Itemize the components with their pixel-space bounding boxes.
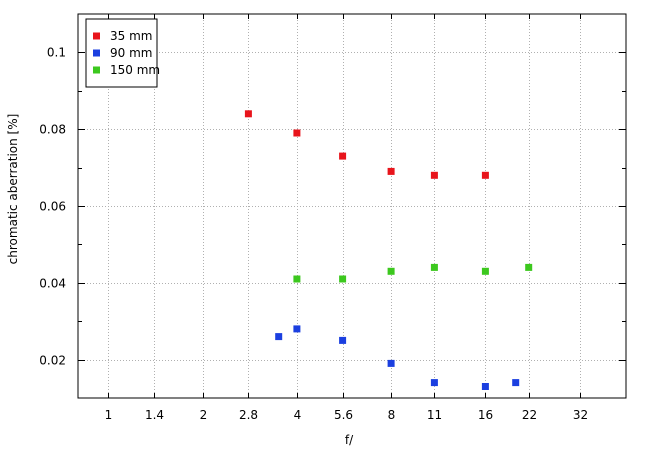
legend-label: 150 mm [110,63,160,77]
legend-label: 90 mm [110,46,152,60]
data-point-series-2 [275,333,283,341]
data-point-series-2 [481,383,489,390]
y-tick-label: 0.08 [39,123,66,137]
data-point-series-3 [481,267,489,275]
x-axis-title: f/ [345,433,354,447]
x-tick-label: 11 [427,408,442,422]
data-point-series-1 [339,152,347,160]
data-point-series-3 [293,275,301,283]
x-tick-label: 8 [388,408,396,422]
legend-marker [93,32,100,40]
x-tick-label: 2.8 [239,408,258,422]
grid [78,14,626,398]
x-tick-label: 1 [105,408,113,422]
x-tick-label: 5.6 [334,408,353,422]
y-tick-label: 0.1 [47,46,66,60]
x-tick-label: 16 [478,408,493,422]
legend: 35 mm 90 mm 150 mm [85,18,160,88]
data-point-series-3 [525,263,533,271]
legend-label: 35 mm [110,29,152,43]
data-point-series-2 [293,325,301,333]
axis-ticks: 1 1.4 2 2.8 4 5.6 8 11 16 22 32 0.02 0.04 0.06 0.08 0.1 [39,14,626,422]
data-point-series-2 [339,336,347,344]
legend-marker [93,49,100,57]
x-tick-label: 2 [200,408,208,422]
data-point-series-2 [512,379,520,387]
data-point-series-1 [293,129,301,137]
data-point-series-3 [387,267,395,275]
data-point-series-1 [244,110,252,118]
x-tick-label: 32 [573,408,588,422]
x-tick-label: 1.4 [145,408,164,422]
data-point-series-2 [387,359,395,367]
x-tick-label: 22 [522,408,537,422]
data-point-series-1 [430,171,438,179]
data-points [244,110,533,390]
data-point-series-2 [430,379,438,387]
data-point-series-3 [339,275,347,283]
y-tick-label: 0.02 [39,354,66,368]
y-tick-label: 0.06 [39,200,66,214]
data-point-series-1 [387,167,395,175]
legend-marker [93,66,100,74]
y-axis-title: chromatic aberration [%] [6,114,20,265]
data-point-series-3 [430,263,438,271]
y-tick-label: 0.04 [39,277,66,291]
x-tick-label: 4 [294,408,302,422]
data-point-series-1 [481,171,489,179]
